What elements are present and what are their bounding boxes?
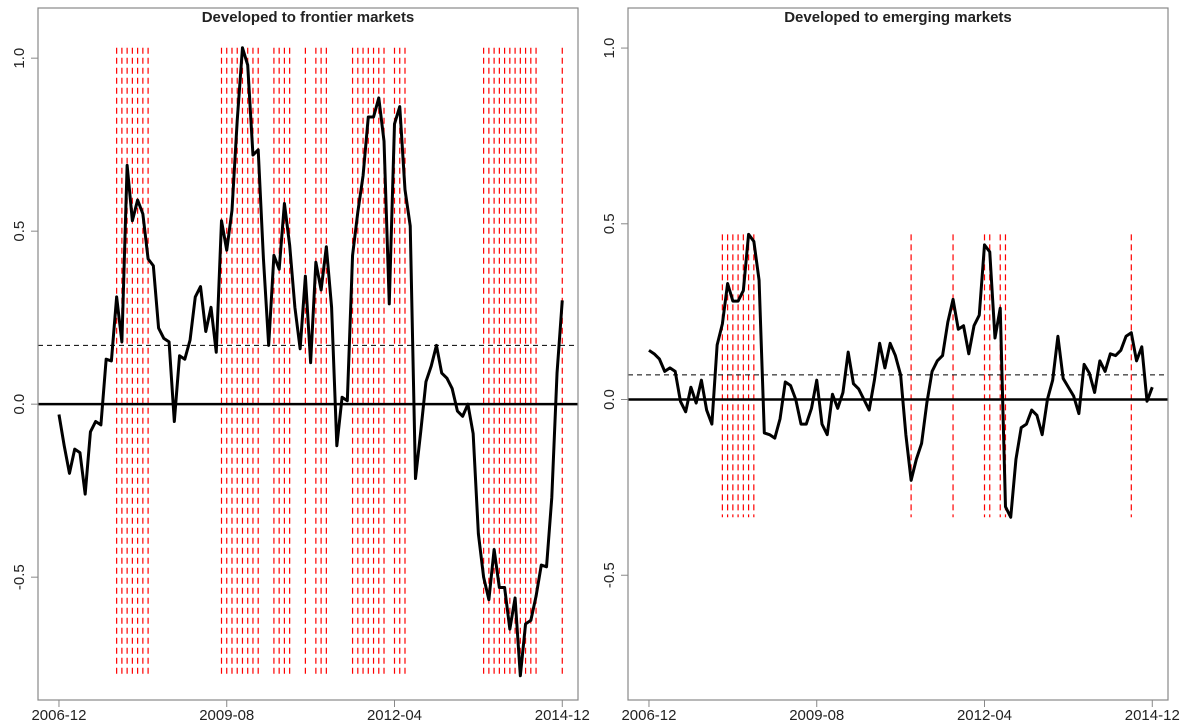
panel: Developed to emerging markets -0.5 0.0 0.5 1… xyxy=(601,7,1180,724)
plot-frame xyxy=(37,7,579,701)
y-tick-label: 1.0 xyxy=(601,38,618,59)
x-tick-label: 2014-12 xyxy=(1125,707,1180,724)
y-tick-label: 1.0 xyxy=(11,48,28,69)
y-tick-label: 0.0 xyxy=(601,389,618,410)
y-tick-label: 0.5 xyxy=(11,221,28,242)
y-tick-label: 0.5 xyxy=(601,213,618,234)
y-tick-label: -0.5 xyxy=(601,562,618,588)
chart-title: Developed to emerging markets xyxy=(784,9,1012,26)
x-tick-label: 2012-04 xyxy=(367,707,422,724)
x-tick-label: 2012-04 xyxy=(957,707,1012,724)
x-tick-label: 2006-12 xyxy=(31,707,86,724)
x-tick-label: 2014-12 xyxy=(535,707,590,724)
x-tick-label: 2009-08 xyxy=(199,707,254,724)
plot-frame xyxy=(627,7,1169,701)
x-tick-label: 2009-08 xyxy=(789,707,844,724)
y-tick-label: 0.0 xyxy=(11,394,28,415)
data-line xyxy=(648,232,1154,519)
panel: Developed to frontier markets -0.5 0.0 0.5 1… xyxy=(11,7,590,724)
chart-title: Developed to frontier markets xyxy=(202,9,415,26)
x-tick-label: 2006-12 xyxy=(621,707,676,724)
y-tick-label: -0.5 xyxy=(11,564,28,590)
data-line xyxy=(57,46,564,678)
